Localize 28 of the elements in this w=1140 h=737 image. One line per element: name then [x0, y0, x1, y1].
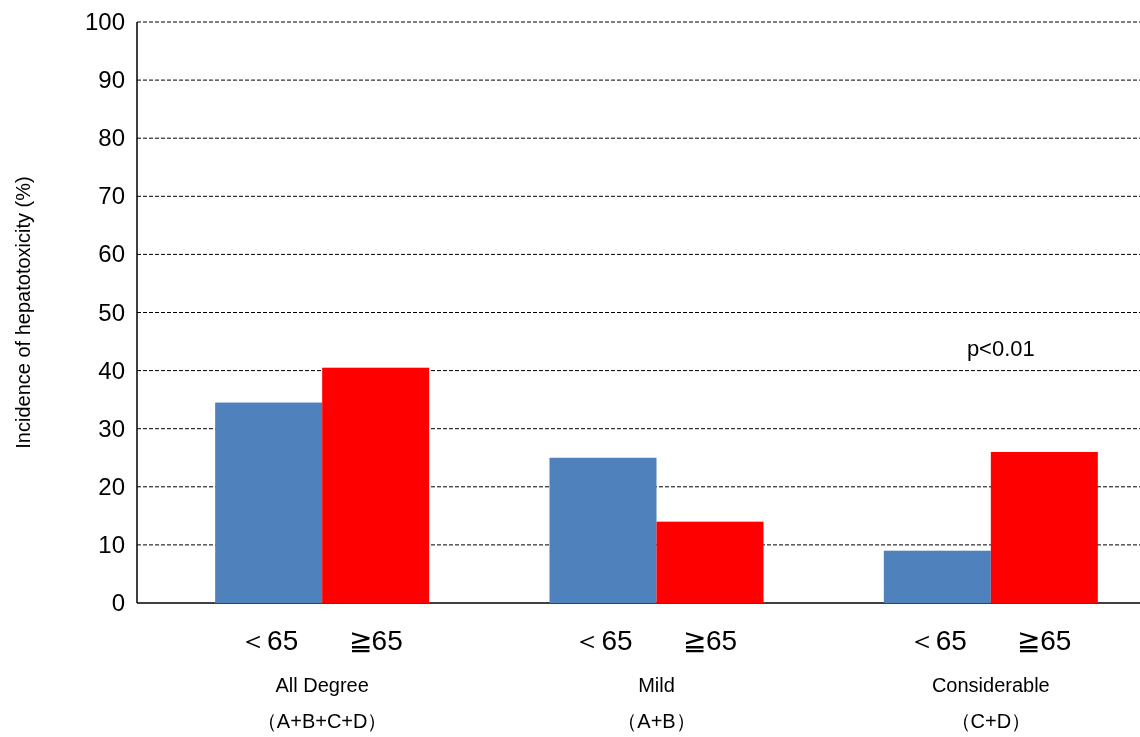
series-label: ≧65: [348, 625, 403, 656]
y-tick-label: 40: [98, 356, 125, 384]
y-tick-label: 0: [111, 589, 125, 616]
text: ＜65: [907, 625, 967, 656]
x-tick-label: Considerable （C+D）: [931, 674, 1050, 732]
bar: [656, 521, 764, 603]
bar: [990, 451, 1098, 603]
y-tick-label: 80: [98, 124, 125, 152]
annotation: p<0.01: [966, 336, 1035, 361]
y-tick-label: 20: [98, 472, 125, 500]
y-tick-label: 70: [98, 182, 125, 210]
bar: [549, 457, 657, 603]
bar: [883, 550, 991, 603]
y-tick-label: 90: [98, 66, 125, 94]
x-tick-label: Mild （A+B）: [617, 674, 696, 732]
y-tick-label: 30: [98, 414, 125, 442]
bar: [322, 367, 430, 603]
y-tick-label: 10: [98, 530, 125, 558]
series-label: ＜65: [239, 625, 299, 656]
x-tick-label: All Degree （A+B+C+D）: [256, 674, 388, 732]
text: ≧65: [682, 625, 738, 656]
bar: [215, 402, 323, 603]
y-tick-label: 60: [98, 240, 125, 268]
y-tick-label: 50: [98, 298, 125, 326]
text: ＜65: [573, 625, 633, 656]
y-tick-label: 100: [84, 8, 125, 35]
text: ≧65: [1017, 625, 1072, 656]
y-axis-title: Incidence of hepatotoxicity (%): [12, 176, 34, 449]
